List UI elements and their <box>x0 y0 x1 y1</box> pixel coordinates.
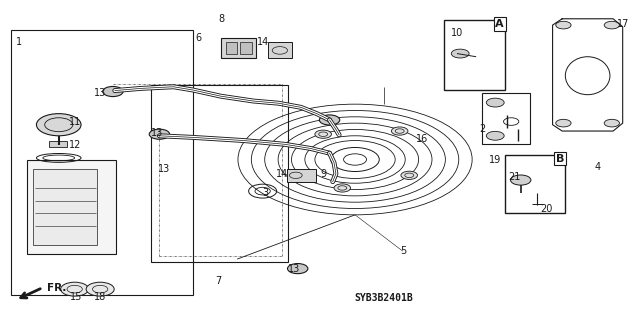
Bar <box>49 141 67 147</box>
Circle shape <box>149 129 170 139</box>
Text: 12: 12 <box>68 140 81 150</box>
Text: 11: 11 <box>68 116 81 127</box>
Circle shape <box>36 114 81 136</box>
Circle shape <box>287 263 308 274</box>
Text: 14: 14 <box>276 169 288 179</box>
Text: 13: 13 <box>289 263 301 274</box>
Text: 9: 9 <box>320 169 326 179</box>
Bar <box>27 160 116 254</box>
Bar <box>268 42 292 58</box>
Bar <box>241 42 252 54</box>
Bar <box>151 85 288 262</box>
Bar <box>483 93 531 144</box>
Circle shape <box>511 175 531 185</box>
Text: 13: 13 <box>94 88 106 98</box>
Text: 10: 10 <box>451 28 463 38</box>
Bar <box>505 155 565 213</box>
Text: 20: 20 <box>540 204 552 213</box>
Circle shape <box>401 171 417 179</box>
Circle shape <box>604 21 620 29</box>
Text: 1: 1 <box>16 38 22 48</box>
Circle shape <box>486 98 504 107</box>
Bar <box>444 20 505 90</box>
Text: A: A <box>495 19 504 29</box>
Circle shape <box>102 86 123 97</box>
Text: 18: 18 <box>94 292 106 302</box>
Text: SYB3B2401B: SYB3B2401B <box>355 293 413 303</box>
Text: 15: 15 <box>70 292 83 302</box>
Text: 19: 19 <box>489 154 501 165</box>
Circle shape <box>556 21 571 29</box>
Circle shape <box>451 49 469 58</box>
Circle shape <box>392 127 408 135</box>
Bar <box>287 169 316 182</box>
Text: 13: 13 <box>157 164 170 174</box>
Text: 2: 2 <box>479 124 486 135</box>
Text: 5: 5 <box>400 246 406 256</box>
Text: 4: 4 <box>594 162 600 172</box>
Text: FR.: FR. <box>47 283 67 293</box>
Bar <box>221 38 256 58</box>
Text: 17: 17 <box>616 19 629 28</box>
Circle shape <box>334 184 351 192</box>
Text: 16: 16 <box>416 134 428 144</box>
Circle shape <box>315 130 332 138</box>
Circle shape <box>486 131 504 140</box>
Circle shape <box>319 115 340 125</box>
Text: 8: 8 <box>218 14 224 24</box>
Text: 21: 21 <box>508 172 520 182</box>
Bar <box>11 30 193 295</box>
Text: 14: 14 <box>257 38 269 48</box>
Text: 6: 6 <box>196 33 202 43</box>
Text: 3: 3 <box>263 188 269 198</box>
Text: B: B <box>556 153 564 164</box>
Text: 7: 7 <box>215 276 221 286</box>
Circle shape <box>86 282 114 296</box>
Circle shape <box>61 282 89 296</box>
Circle shape <box>556 119 571 127</box>
Circle shape <box>604 119 620 127</box>
Text: 13: 13 <box>152 128 164 137</box>
Bar <box>33 169 97 245</box>
Bar <box>226 42 237 54</box>
